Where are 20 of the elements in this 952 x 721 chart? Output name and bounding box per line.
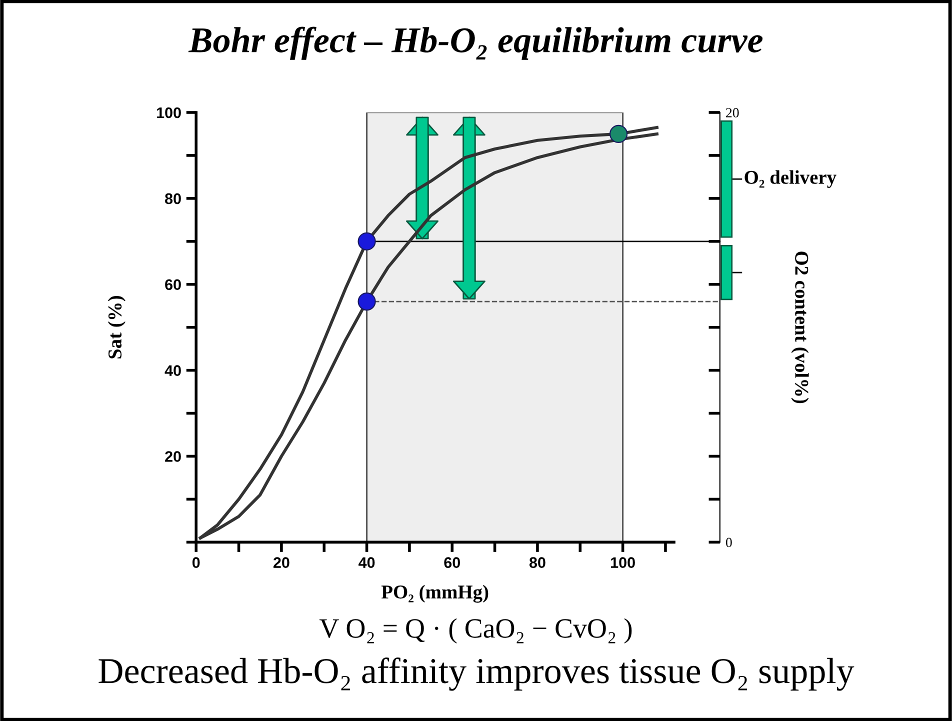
y2-tick-label: 0 xyxy=(726,538,732,548)
text: V O₂ = Q · ( CaO₂ − CvO₂ ) xyxy=(319,618,632,644)
y-tick-label: 60 xyxy=(165,279,181,290)
chart-title: Bohr effect – Hb-O₂ equilibrium curve xyxy=(188,26,763,60)
x-tick-label: 60 xyxy=(444,557,460,568)
y-tick-label: 80 xyxy=(165,193,181,204)
x-tick-label: 0 xyxy=(192,557,200,568)
x-tick-label: 80 xyxy=(529,557,546,568)
y2-tick-label: 20 xyxy=(726,108,739,118)
text: O₂ delivery xyxy=(744,170,836,188)
x-tick-label: 40 xyxy=(358,557,375,568)
x-tick-label: 100 xyxy=(611,557,635,568)
y2-axis-title: O2 content (vol%) xyxy=(791,252,809,404)
y-tick-label: 100 xyxy=(157,107,181,118)
y-axis-title: Sat (%) xyxy=(108,296,126,358)
y-tick-label: 20 xyxy=(165,451,181,462)
x-tick-label: 20 xyxy=(273,557,290,568)
text: Decreased Hb-O₂ affinity improves tissue O₂ supply xyxy=(98,658,854,691)
y-tick-label: 40 xyxy=(164,365,181,376)
x-axis-title: PO₂ (mmHg) xyxy=(381,584,488,603)
